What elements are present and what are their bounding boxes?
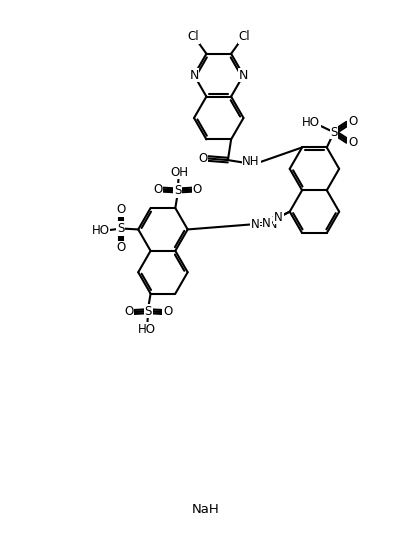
- Text: S: S: [174, 184, 181, 197]
- Text: HO: HO: [92, 224, 110, 237]
- Text: Cl: Cl: [239, 30, 250, 43]
- Text: O: O: [192, 183, 202, 196]
- Text: HO: HO: [302, 116, 320, 129]
- Text: OH: OH: [170, 166, 188, 179]
- Text: S: S: [145, 305, 152, 318]
- Text: O: O: [163, 306, 172, 319]
- Text: N: N: [262, 217, 271, 230]
- Text: O: O: [348, 115, 357, 128]
- Text: O: O: [116, 203, 125, 216]
- Text: NaH: NaH: [192, 503, 220, 516]
- Text: O: O: [348, 136, 357, 149]
- Text: N=N: N=N: [251, 217, 278, 230]
- Text: Cl: Cl: [187, 30, 199, 43]
- Text: NH: NH: [242, 155, 260, 168]
- Text: O: O: [124, 306, 133, 319]
- Text: O: O: [198, 152, 207, 165]
- Text: O: O: [154, 183, 163, 196]
- Text: S: S: [330, 126, 338, 139]
- Text: O: O: [116, 241, 125, 254]
- Text: S: S: [117, 222, 124, 235]
- Text: N: N: [274, 211, 283, 224]
- Text: N: N: [239, 69, 248, 82]
- Text: HO: HO: [138, 323, 156, 336]
- Text: N: N: [190, 69, 199, 82]
